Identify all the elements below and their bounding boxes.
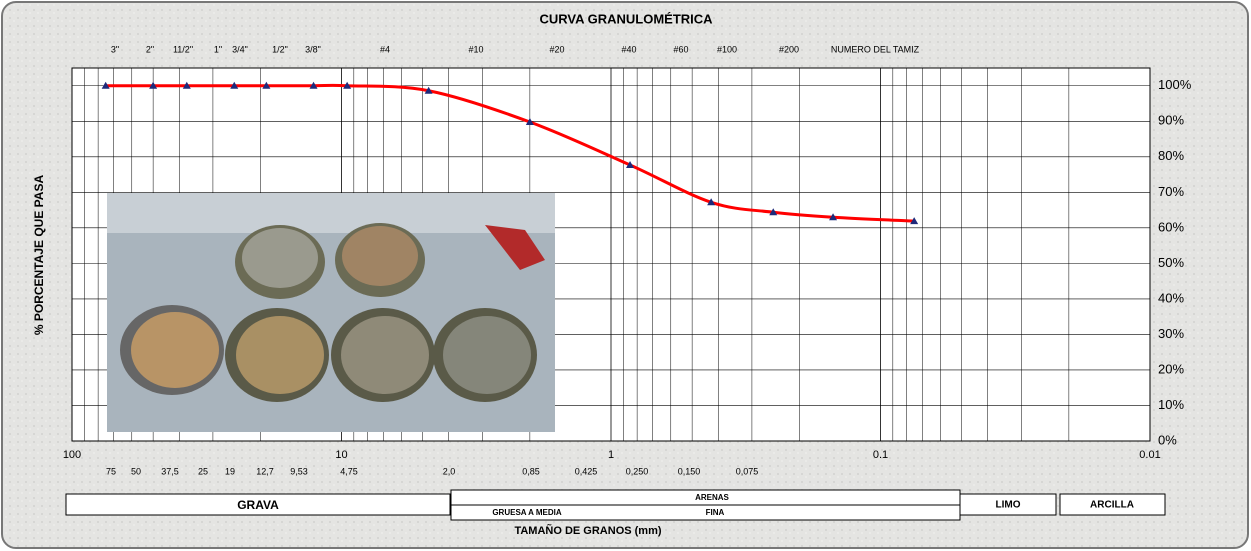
sieve-inner	[341, 316, 429, 394]
point-marker	[707, 198, 716, 206]
sieve-inner	[131, 312, 219, 388]
size-label: 12,7	[256, 466, 274, 476]
y-tick-label: 100%	[1158, 77, 1192, 92]
point-marker	[525, 117, 534, 125]
size-label: 0,150	[678, 466, 701, 476]
sieve-label: 11/2"	[173, 44, 193, 54]
sieve-inner	[236, 316, 324, 394]
y-tick-label: 20%	[1158, 361, 1184, 376]
y-axis-label: % PORCENTAJE QUE PASA	[32, 175, 46, 336]
sieve-label: #60	[673, 44, 688, 54]
photo-top	[107, 193, 555, 233]
sieve-inner	[443, 316, 531, 394]
sieve-label: 3"	[111, 44, 119, 54]
sieve-label: 1/2"	[272, 44, 288, 54]
y-tick-label: 30%	[1158, 326, 1184, 341]
fina-label: FINA	[706, 508, 725, 517]
gruesa-label: GRUESA A MEDIA	[492, 508, 562, 517]
x-tick-label: 1	[608, 449, 614, 461]
size-label: 2,0	[443, 466, 456, 476]
arcilla-box	[1059, 493, 1166, 516]
size-label: 19	[225, 466, 235, 476]
chart-title: CURVA GRANULOMÉTRICA	[539, 11, 713, 26]
sieve-label: #4	[380, 44, 390, 54]
point-marker	[149, 81, 158, 89]
y-tick-label: 60%	[1158, 219, 1184, 234]
y-tick-label: 10%	[1158, 397, 1184, 412]
sieve-label: #100	[717, 44, 737, 54]
point-marker	[424, 86, 433, 94]
y-tick-label: 0%	[1158, 432, 1177, 447]
classification: GRAVA ARENAS GRUESA A MEDIA FINA LIMO AR…	[65, 489, 1166, 521]
sieve-label: #40	[621, 44, 636, 54]
photo	[107, 193, 555, 432]
size-label: 0,250	[626, 466, 649, 476]
x-axis-label: TAMAÑO DE GRANOS (mm)	[514, 524, 661, 537]
sieve-label: 3/4"	[232, 44, 248, 54]
y-tick-label: 50%	[1158, 255, 1184, 270]
size-label: 50	[131, 466, 141, 476]
point-marker	[769, 208, 778, 216]
sieve-label: 1"	[214, 44, 222, 54]
point-marker	[829, 213, 838, 221]
size-label: 4,75	[340, 466, 358, 476]
point-marker	[101, 81, 110, 89]
y-tick-label: 40%	[1158, 290, 1184, 305]
point-marker	[343, 81, 352, 89]
y-tick-label: 70%	[1158, 184, 1184, 199]
size-label: 0,425	[575, 466, 598, 476]
size-label: 0,85	[522, 466, 540, 476]
sieve-inner	[242, 228, 318, 288]
sieve-label: 2"	[146, 44, 154, 54]
point-marker	[262, 81, 271, 89]
sieve-label: #10	[468, 44, 483, 54]
point-marker	[230, 81, 239, 89]
sieve-label: #200	[779, 44, 799, 54]
x-tick-label: 100	[63, 449, 81, 461]
grava-box	[65, 493, 451, 516]
point-marker	[182, 81, 191, 89]
size-label: 37,5	[161, 466, 179, 476]
point-marker	[309, 81, 318, 89]
limo-label: LIMO	[996, 500, 1021, 511]
sieve-title: NUMERO DEL TAMIZ	[831, 44, 920, 54]
y-tick-label: 90%	[1158, 113, 1184, 128]
size-label: 9,53	[290, 466, 308, 476]
sieve-label: 3/8"	[305, 44, 321, 54]
point-marker	[626, 160, 635, 168]
size-label: 75	[106, 466, 116, 476]
glove	[485, 225, 545, 270]
size-label: 25	[198, 466, 208, 476]
limo-box	[959, 493, 1057, 516]
sieve-label: #20	[549, 44, 564, 54]
y-tick-label: 80%	[1158, 148, 1184, 163]
x-tick-label: 10	[335, 449, 347, 461]
arcilla-label: ARCILLA	[1090, 500, 1134, 511]
grava-label: GRAVA	[237, 498, 279, 512]
point-marker	[910, 217, 919, 225]
x-tick-label: 0.1	[873, 449, 888, 461]
sieve-inner	[342, 226, 418, 286]
plot-frame	[71, 67, 1151, 442]
x-tick-label: 0.01	[1139, 449, 1160, 461]
size-label: 0,075	[736, 466, 759, 476]
arenas-label: ARENAS	[695, 493, 729, 502]
